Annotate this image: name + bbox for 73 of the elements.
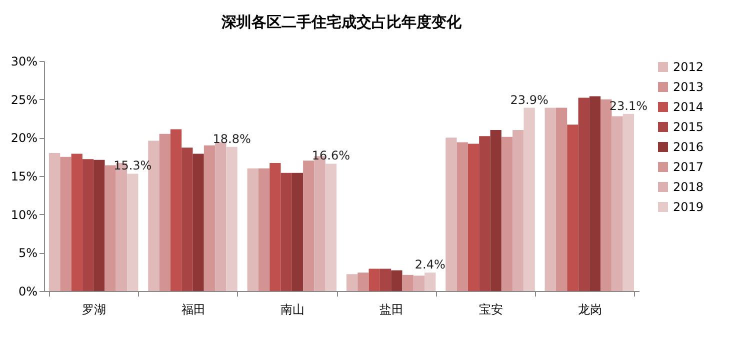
data-label: 15.3% [114, 158, 152, 173]
x-tick-label: 盐田 [380, 302, 404, 316]
data-label: 2.4% [414, 258, 446, 272]
bar [446, 138, 457, 291]
x-tick-label: 罗湖 [82, 302, 106, 316]
data-label: 16.6% [312, 148, 350, 163]
bar [578, 98, 590, 291]
bar [544, 108, 556, 291]
bar [524, 108, 535, 291]
y-tick-label: 30% [10, 54, 38, 68]
y-tick-label: 15% [10, 170, 38, 184]
bar [368, 268, 380, 291]
bar [303, 160, 314, 291]
y-tick-label: 0% [18, 284, 38, 298]
bar [170, 129, 182, 291]
bar [247, 168, 258, 291]
bar [468, 144, 480, 291]
bar [192, 154, 204, 291]
bar [358, 272, 369, 291]
y-tick-label: 25% [10, 92, 38, 107]
bar [94, 160, 105, 291]
bar [215, 142, 226, 291]
bar [479, 136, 490, 291]
x-tick-label: 福田 [181, 302, 206, 316]
y-tick-label: 10% [10, 208, 38, 222]
x-tick-label: 龙岗 [578, 302, 602, 316]
bar [490, 130, 502, 291]
bar [380, 268, 392, 291]
legend-label: 2015 [673, 120, 704, 134]
bar [456, 142, 468, 291]
bar [612, 116, 623, 291]
bar [258, 168, 270, 291]
bar [622, 114, 634, 291]
bar [501, 136, 513, 291]
bar [82, 159, 94, 291]
bar [325, 164, 337, 291]
bar [159, 134, 170, 291]
y-tick-label: 20% [10, 131, 38, 146]
bar [556, 108, 568, 291]
bar [391, 270, 402, 291]
bar [204, 145, 216, 291]
legend-label: 2018 [673, 180, 704, 194]
bar [402, 274, 414, 291]
bar [71, 154, 82, 291]
bar [424, 272, 436, 291]
x-tick-label: 南山 [280, 302, 304, 316]
bar [280, 172, 292, 291]
legend-label: 2017 [673, 160, 704, 174]
data-label: 23.1% [609, 98, 648, 113]
bar [512, 130, 524, 291]
legend-label: 2012 [673, 60, 704, 74]
bar [270, 162, 281, 291]
data-label: 18.8% [212, 132, 251, 146]
y-tick-label: 5% [18, 246, 38, 260]
legend-label: 2013 [673, 80, 704, 94]
bar [413, 276, 425, 291]
legend-label: 2014 [673, 100, 704, 114]
bar [589, 96, 601, 291]
bar [567, 124, 578, 291]
bar [127, 174, 138, 291]
x-tick-label: 宝安 [478, 302, 503, 316]
legend-label: 2016 [673, 140, 704, 154]
bar [292, 172, 304, 291]
bar [48, 153, 60, 291]
data-label: 23.9% [510, 92, 548, 107]
legend-label: 2019 [673, 200, 704, 214]
bar [600, 99, 612, 291]
chart-title: 深圳各区二手住宅成交占比年度变化 [220, 13, 462, 31]
bar [226, 146, 238, 291]
bar [60, 156, 72, 291]
bar [104, 165, 116, 291]
bar [346, 274, 358, 291]
bar [182, 148, 193, 291]
